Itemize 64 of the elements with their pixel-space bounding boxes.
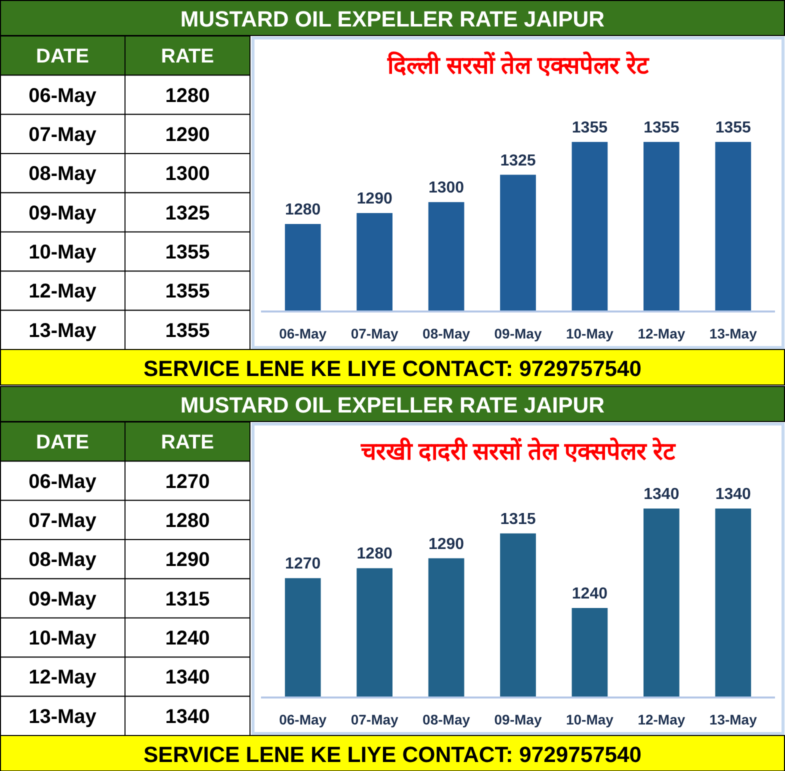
category-label: 07-May <box>28 509 98 532</box>
text: चरखी दादरी सरसों तेल एक्सपेलर रेट <box>360 437 676 465</box>
data-label: 1290 <box>165 548 210 571</box>
chart-subtitle: MUSTARD OIL EXPELLER RATE JAIPUR <box>180 392 605 417</box>
text: RATE <box>161 431 214 454</box>
x-tick-label: 12-May <box>638 326 686 342</box>
x-tick-label: 10-May <box>566 711 614 727</box>
data-label: 1355 <box>644 119 680 136</box>
data-label: 1315 <box>165 588 210 610</box>
x-tick-label: 07-May <box>350 711 399 727</box>
text: DATE <box>36 46 89 68</box>
data-label: 1270 <box>165 470 210 492</box>
data-label: 1290 <box>165 124 210 146</box>
data-label: 1300 <box>428 180 464 197</box>
data-label: 1315 <box>500 510 536 528</box>
x-tick-label: 08-May <box>422 711 470 727</box>
x-tick-label: 09-May <box>494 326 542 342</box>
x-tick-label: 13-May <box>709 326 758 342</box>
x-tick-label: 06-May <box>279 326 327 342</box>
x-tick-label: 07-May <box>350 326 399 342</box>
data-label: 1280 <box>165 509 210 532</box>
data-label: 1270 <box>285 555 321 572</box>
category-label: 08-May <box>28 163 98 186</box>
text: SERVICE LENE KE LIYE CONTACT: 9729757540 <box>143 742 642 766</box>
data-label: 1325 <box>165 202 210 224</box>
category-label: 09-May <box>28 202 98 224</box>
data-label: 1355 <box>165 242 210 264</box>
text: SERVICE LENE KE LIYE CONTACT: 9729757540 <box>143 356 642 381</box>
category-label: 10-May <box>28 242 98 264</box>
x-tick-label: 06-May <box>279 711 327 727</box>
category-label: 09-May <box>28 588 98 610</box>
x-tick-label: 08-May <box>422 326 470 342</box>
data-label: 1280 <box>285 201 321 218</box>
category-label: 06-May <box>28 470 98 492</box>
category-label: 10-May <box>28 627 98 650</box>
text: दिल्ली सरसों तेल एक्सपेलर रेट <box>386 52 650 80</box>
data-label: 1340 <box>644 486 680 503</box>
data-label: 1280 <box>165 84 210 107</box>
data-label: 1325 <box>500 152 536 170</box>
data-label: 1290 <box>356 190 392 208</box>
text: DATE <box>36 431 89 454</box>
data-label: 1355 <box>165 280 210 303</box>
x-tick-label: 09-May <box>494 711 542 727</box>
category-label: 07-May <box>28 124 98 146</box>
data-label: 1300 <box>165 163 210 186</box>
data-label: 1290 <box>428 535 464 552</box>
category-label: 12-May <box>28 280 98 303</box>
data-label: 1340 <box>715 486 752 503</box>
data-label: 1240 <box>165 627 210 650</box>
data-label: 1240 <box>572 584 608 602</box>
data-label: 1355 <box>715 119 752 136</box>
data-label: 1355 <box>165 320 210 342</box>
category-label: 12-May <box>28 666 98 688</box>
category-label: 08-May <box>28 548 98 571</box>
chart-subtitle: MUSTARD OIL EXPELLER RATE JAIPUR <box>180 6 605 32</box>
text: RATE <box>161 46 214 68</box>
data-label: 1340 <box>165 705 210 728</box>
data-label: 1340 <box>165 666 210 688</box>
x-tick-label: 10-May <box>566 326 614 342</box>
x-tick-label: 12-May <box>638 711 686 727</box>
category-label: 06-May <box>28 84 98 107</box>
data-label: 1355 <box>572 119 608 136</box>
data-label: 1280 <box>356 545 392 562</box>
x-tick-label: 13-May <box>709 711 758 727</box>
